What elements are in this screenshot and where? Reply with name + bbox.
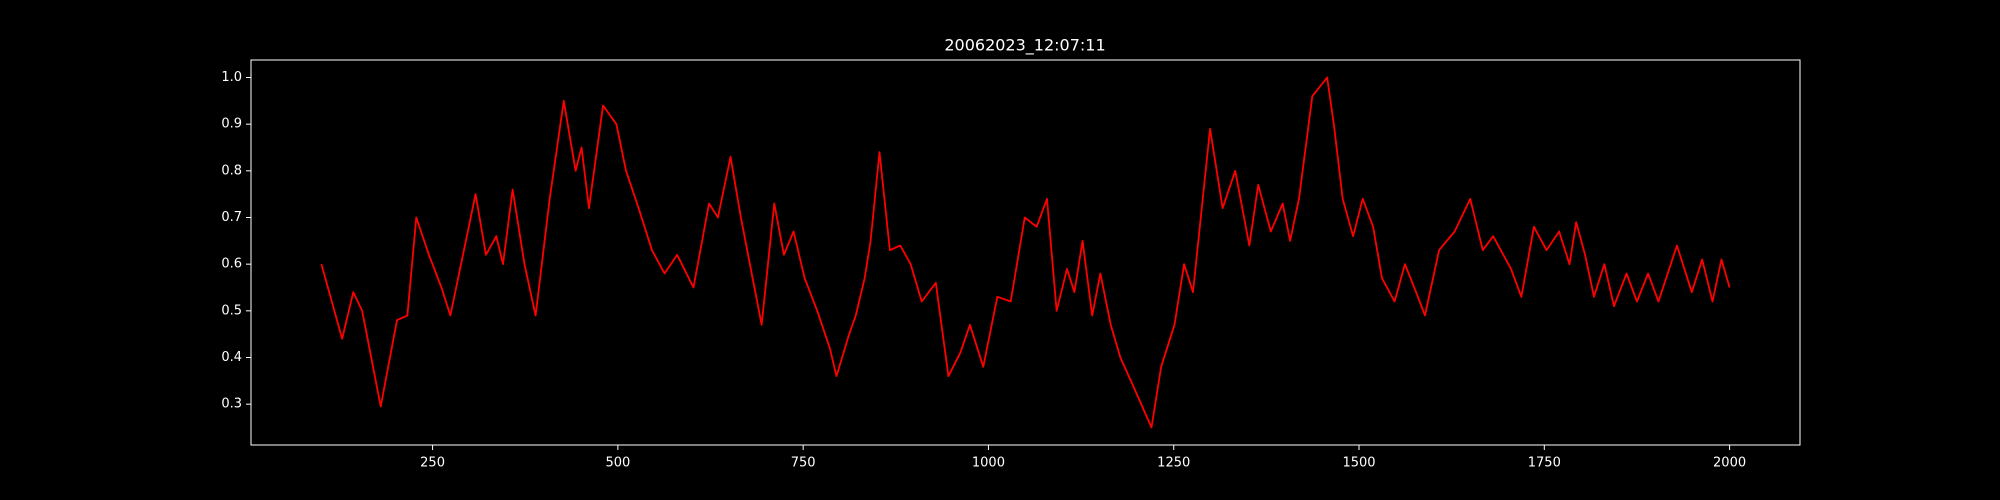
x-tick-label: 250 xyxy=(420,456,445,471)
x-tick-label: 1250 xyxy=(1157,456,1190,471)
y-tick-label: 0.6 xyxy=(221,257,242,272)
x-tick-label: 1000 xyxy=(972,456,1005,471)
y-tick-label: 0.8 xyxy=(221,163,242,178)
line xyxy=(320,76,1731,429)
x-tick-label: 500 xyxy=(605,456,630,471)
y-tick-label: 0.4 xyxy=(221,350,242,365)
chart-title: 20062023_12:07:11 xyxy=(944,36,1105,56)
y-tick-label: 0.3 xyxy=(221,397,242,412)
axes-frame xyxy=(250,59,1801,446)
x-tick-label: 750 xyxy=(791,456,816,471)
x-tick-label: 1750 xyxy=(1528,456,1561,471)
y-tick-label: 1.0 xyxy=(221,70,242,85)
y-tick-label: 0.7 xyxy=(221,210,242,225)
x-tick-label: 1500 xyxy=(1342,456,1375,471)
x-tick-label: 2000 xyxy=(1713,456,1746,471)
y-tick-label: 0.5 xyxy=(221,303,242,318)
y-tick-label: 0.9 xyxy=(221,117,242,132)
